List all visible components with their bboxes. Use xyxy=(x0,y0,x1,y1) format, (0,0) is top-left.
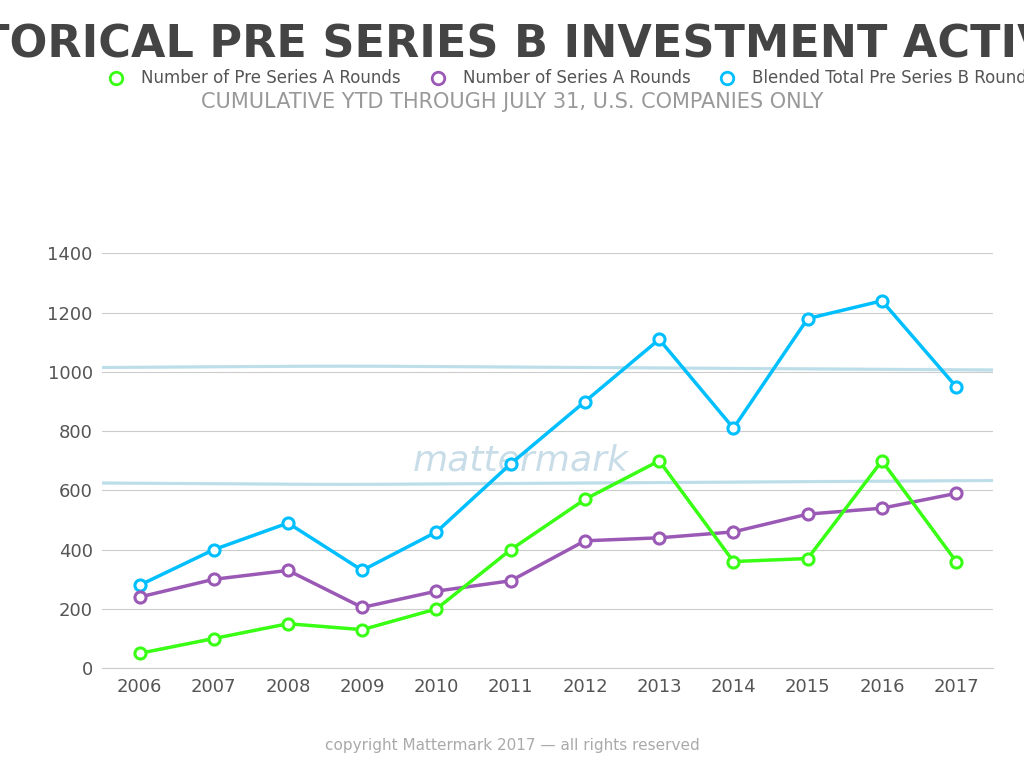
Text: CUMULATIVE YTD THROUGH JULY 31, U.S. COMPANIES ONLY: CUMULATIVE YTD THROUGH JULY 31, U.S. COM… xyxy=(201,92,823,112)
Text: HISTORICAL PRE SERIES B INVESTMENT ACTIVITY: HISTORICAL PRE SERIES B INVESTMENT ACTIV… xyxy=(0,23,1024,66)
Text: copyright Mattermark 2017 — all rights reserved: copyright Mattermark 2017 — all rights r… xyxy=(325,737,699,753)
Text: mattermark: mattermark xyxy=(413,444,629,478)
Legend: Number of Pre Series A Rounds, Number of Series A Rounds, Blended Total Pre Seri: Number of Pre Series A Rounds, Number of… xyxy=(93,63,1024,94)
